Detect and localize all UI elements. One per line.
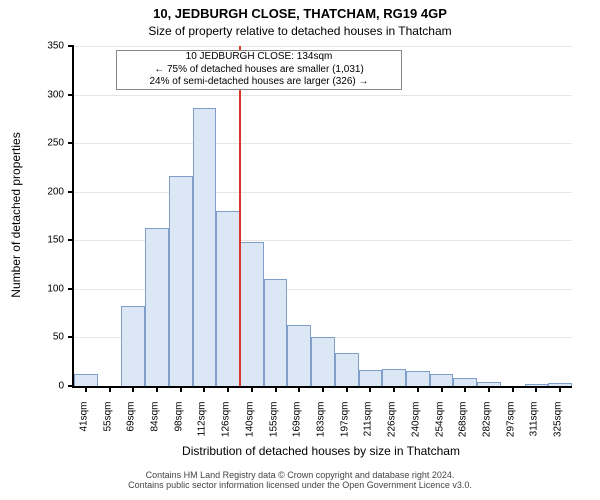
x-tick-mark xyxy=(109,386,111,392)
histogram-bar xyxy=(145,228,169,386)
x-tick-label: 211sqm xyxy=(363,402,374,452)
gridline xyxy=(74,46,572,47)
x-tick-mark xyxy=(346,386,348,392)
x-tick-label: 84sqm xyxy=(150,402,161,452)
x-tick-mark xyxy=(85,386,87,392)
x-tick-label: 98sqm xyxy=(173,402,184,452)
x-tick-label: 112sqm xyxy=(197,402,208,452)
reference-line xyxy=(239,46,241,386)
y-tick-mark xyxy=(68,288,74,290)
gridline xyxy=(74,95,572,96)
y-tick-label: 50 xyxy=(0,332,64,343)
x-tick-mark xyxy=(369,386,371,392)
x-tick-label: 297sqm xyxy=(505,402,516,452)
x-tick-label: 69sqm xyxy=(126,402,137,452)
histogram-bar xyxy=(121,306,145,386)
chart-title-2: Size of property relative to detached ho… xyxy=(0,24,600,38)
histogram-bar xyxy=(169,176,193,386)
x-tick-mark xyxy=(251,386,253,392)
histogram-bar xyxy=(359,370,383,387)
x-tick-label: 254sqm xyxy=(434,402,445,452)
x-tick-label: 197sqm xyxy=(339,402,350,452)
footer-line-2: Contains public sector information licen… xyxy=(0,480,600,490)
x-tick-label: 55sqm xyxy=(102,402,113,452)
x-tick-mark xyxy=(559,386,561,392)
histogram-bar xyxy=(335,353,359,386)
x-tick-mark xyxy=(298,386,300,392)
y-tick-mark xyxy=(68,336,74,338)
x-tick-mark xyxy=(322,386,324,392)
y-tick-mark xyxy=(68,45,74,47)
histogram-bar xyxy=(216,211,240,386)
histogram-bar xyxy=(287,325,311,386)
x-tick-mark xyxy=(393,386,395,392)
x-tick-mark xyxy=(203,386,205,392)
x-tick-mark xyxy=(132,386,134,392)
footer-line-1: Contains HM Land Registry data © Crown c… xyxy=(0,470,600,480)
x-tick-label: 41sqm xyxy=(78,402,89,452)
y-tick-mark xyxy=(68,239,74,241)
y-tick-mark xyxy=(68,191,74,193)
y-tick-label: 300 xyxy=(0,89,64,100)
y-tick-mark xyxy=(68,142,74,144)
histogram-bar xyxy=(453,378,477,386)
x-tick-mark xyxy=(488,386,490,392)
x-tick-label: 126sqm xyxy=(221,402,232,452)
chart-title-1: 10, JEDBURGH CLOSE, THATCHAM, RG19 4GP xyxy=(0,6,600,21)
x-tick-mark xyxy=(441,386,443,392)
x-tick-label: 169sqm xyxy=(292,402,303,452)
y-tick-label: 0 xyxy=(0,381,64,392)
x-tick-label: 140sqm xyxy=(244,402,255,452)
histogram-bar xyxy=(264,279,288,386)
footer: Contains HM Land Registry data © Crown c… xyxy=(0,470,600,490)
x-tick-mark xyxy=(156,386,158,392)
gridline xyxy=(74,192,572,193)
annotation-line: 10 JEDBURGH CLOSE: 134sqm xyxy=(119,51,399,64)
x-tick-label: 325sqm xyxy=(553,402,564,452)
x-tick-label: 240sqm xyxy=(410,402,421,452)
y-tick-mark xyxy=(68,94,74,96)
annotation-line: ← 75% of detached houses are smaller (1,… xyxy=(119,64,399,77)
plot-area: 10 JEDBURGH CLOSE: 134sqm← 75% of detach… xyxy=(72,46,572,388)
histogram-bar xyxy=(311,337,335,386)
x-tick-mark xyxy=(180,386,182,392)
histogram-bar xyxy=(240,242,264,386)
histogram-bar xyxy=(74,374,98,386)
x-tick-label: 282sqm xyxy=(482,402,493,452)
x-tick-label: 268sqm xyxy=(458,402,469,452)
histogram-bar xyxy=(382,369,406,386)
x-tick-label: 183sqm xyxy=(316,402,327,452)
x-tick-mark xyxy=(512,386,514,392)
x-tick-label: 226sqm xyxy=(387,402,398,452)
x-tick-mark xyxy=(275,386,277,392)
histogram-bar xyxy=(430,374,454,386)
histogram-bar xyxy=(406,371,430,386)
x-tick-mark xyxy=(417,386,419,392)
x-tick-mark xyxy=(464,386,466,392)
histogram-bar xyxy=(193,108,217,386)
y-axis-label: Number of detached properties xyxy=(9,115,23,315)
x-tick-mark xyxy=(227,386,229,392)
annotation-box: 10 JEDBURGH CLOSE: 134sqm← 75% of detach… xyxy=(116,50,402,90)
x-tick-label: 155sqm xyxy=(268,402,279,452)
x-tick-label: 311sqm xyxy=(529,402,540,452)
x-tick-mark xyxy=(535,386,537,392)
annotation-line: 24% of semi-detached houses are larger (… xyxy=(119,76,399,89)
y-tick-label: 350 xyxy=(0,41,64,52)
gridline xyxy=(74,143,572,144)
chart-stage: 10, JEDBURGH CLOSE, THATCHAM, RG19 4GP S… xyxy=(0,0,600,500)
